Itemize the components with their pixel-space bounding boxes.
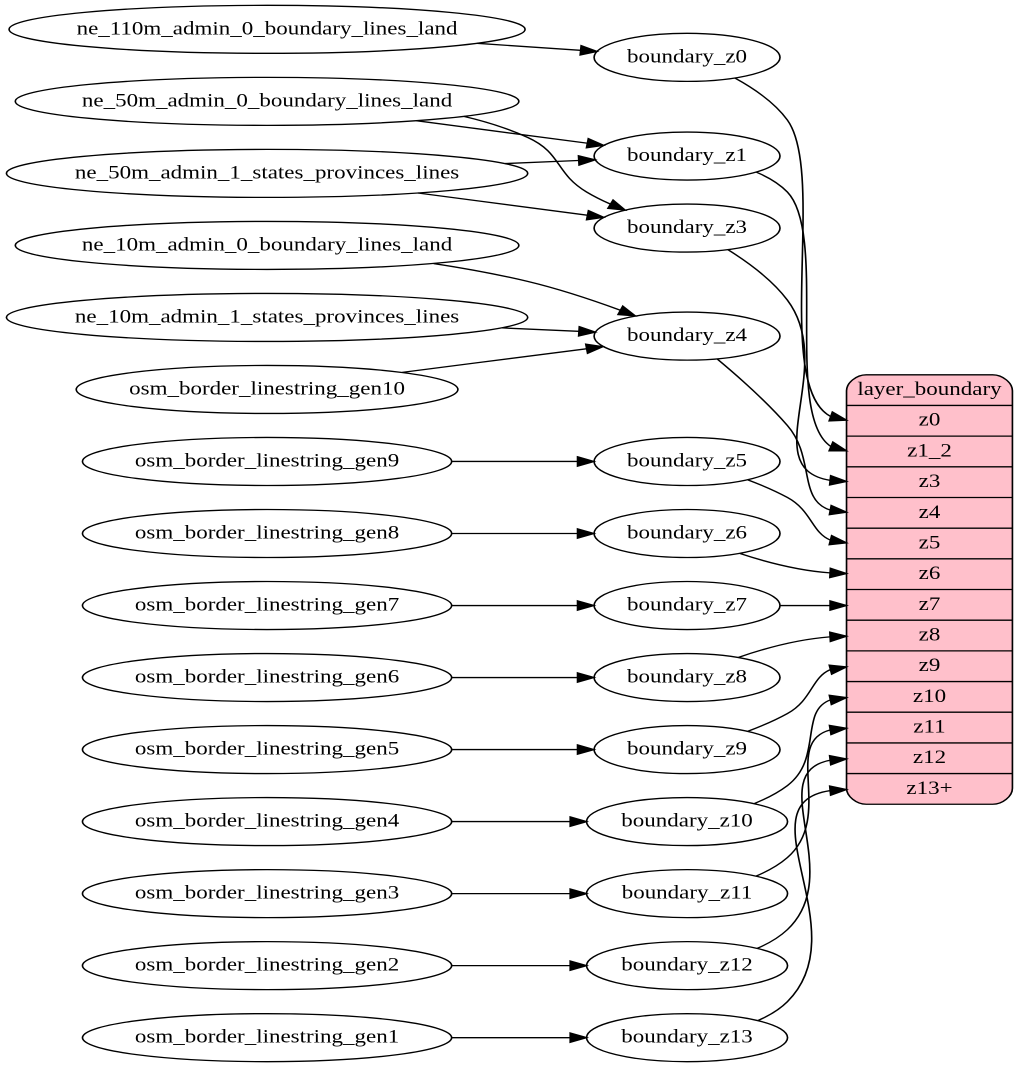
svg-text:boundary_z8: boundary_z8 — [627, 666, 747, 687]
svg-text:z10: z10 — [913, 685, 946, 706]
svg-text:osm_border_linestring_gen5: osm_border_linestring_gen5 — [135, 738, 399, 759]
svg-text:z7: z7 — [919, 593, 941, 614]
svg-text:z3: z3 — [919, 470, 941, 491]
svg-text:ne_10m_admin_0_boundary_lines_: ne_10m_admin_0_boundary_lines_land — [82, 233, 453, 254]
svg-text:boundary_z3: boundary_z3 — [627, 216, 747, 237]
svg-text:boundary_z7: boundary_z7 — [627, 594, 747, 615]
svg-text:boundary_z12: boundary_z12 — [621, 954, 753, 975]
svg-text:z12: z12 — [913, 746, 946, 767]
svg-text:z4: z4 — [919, 501, 941, 522]
svg-text:ne_110m_admin_0_boundary_lines: ne_110m_admin_0_boundary_lines_land — [77, 17, 459, 38]
svg-text:boundary_z9: boundary_z9 — [627, 738, 747, 759]
svg-text:ne_50m_admin_1_states_province: ne_50m_admin_1_states_provinces_lines — [75, 161, 459, 182]
svg-text:osm_border_linestring_gen3: osm_border_linestring_gen3 — [135, 882, 399, 903]
svg-text:ne_10m_admin_1_states_province: ne_10m_admin_1_states_provinces_lines — [75, 305, 459, 326]
svg-text:ne_50m_admin_0_boundary_lines_: ne_50m_admin_0_boundary_lines_land — [82, 89, 453, 110]
svg-text:boundary_z1: boundary_z1 — [627, 144, 747, 165]
svg-text:z13+: z13+ — [906, 777, 952, 798]
svg-text:osm_border_linestring_gen6: osm_border_linestring_gen6 — [135, 666, 399, 687]
svg-text:osm_border_linestring_gen8: osm_border_linestring_gen8 — [135, 521, 399, 542]
svg-text:z9: z9 — [919, 654, 941, 675]
svg-text:layer_boundary: layer_boundary — [857, 378, 1002, 399]
svg-text:z8: z8 — [919, 624, 941, 645]
svg-text:osm_border_linestring_gen2: osm_border_linestring_gen2 — [135, 954, 399, 975]
svg-text:z11: z11 — [913, 716, 945, 737]
svg-text:z0: z0 — [919, 409, 941, 430]
svg-text:osm_border_linestring_gen4: osm_border_linestring_gen4 — [135, 810, 400, 831]
svg-text:osm_border_linestring_gen9: osm_border_linestring_gen9 — [135, 449, 399, 470]
svg-text:z5: z5 — [919, 532, 941, 553]
svg-text:boundary_z6: boundary_z6 — [627, 521, 747, 542]
svg-text:osm_border_linestring_gen7: osm_border_linestring_gen7 — [135, 594, 399, 615]
svg-text:boundary_z5: boundary_z5 — [627, 449, 747, 470]
svg-text:osm_border_linestring_gen1: osm_border_linestring_gen1 — [135, 1026, 399, 1047]
svg-text:boundary_z0: boundary_z0 — [627, 45, 747, 66]
svg-text:boundary_z10: boundary_z10 — [621, 810, 753, 831]
svg-text:z6: z6 — [919, 562, 941, 583]
svg-text:osm_border_linestring_gen10: osm_border_linestring_gen10 — [129, 377, 405, 398]
svg-text:boundary_z13: boundary_z13 — [621, 1026, 753, 1047]
svg-text:boundary_z11: boundary_z11 — [622, 882, 753, 903]
svg-text:boundary_z4: boundary_z4 — [627, 324, 748, 345]
svg-text:z1_2: z1_2 — [907, 439, 952, 460]
